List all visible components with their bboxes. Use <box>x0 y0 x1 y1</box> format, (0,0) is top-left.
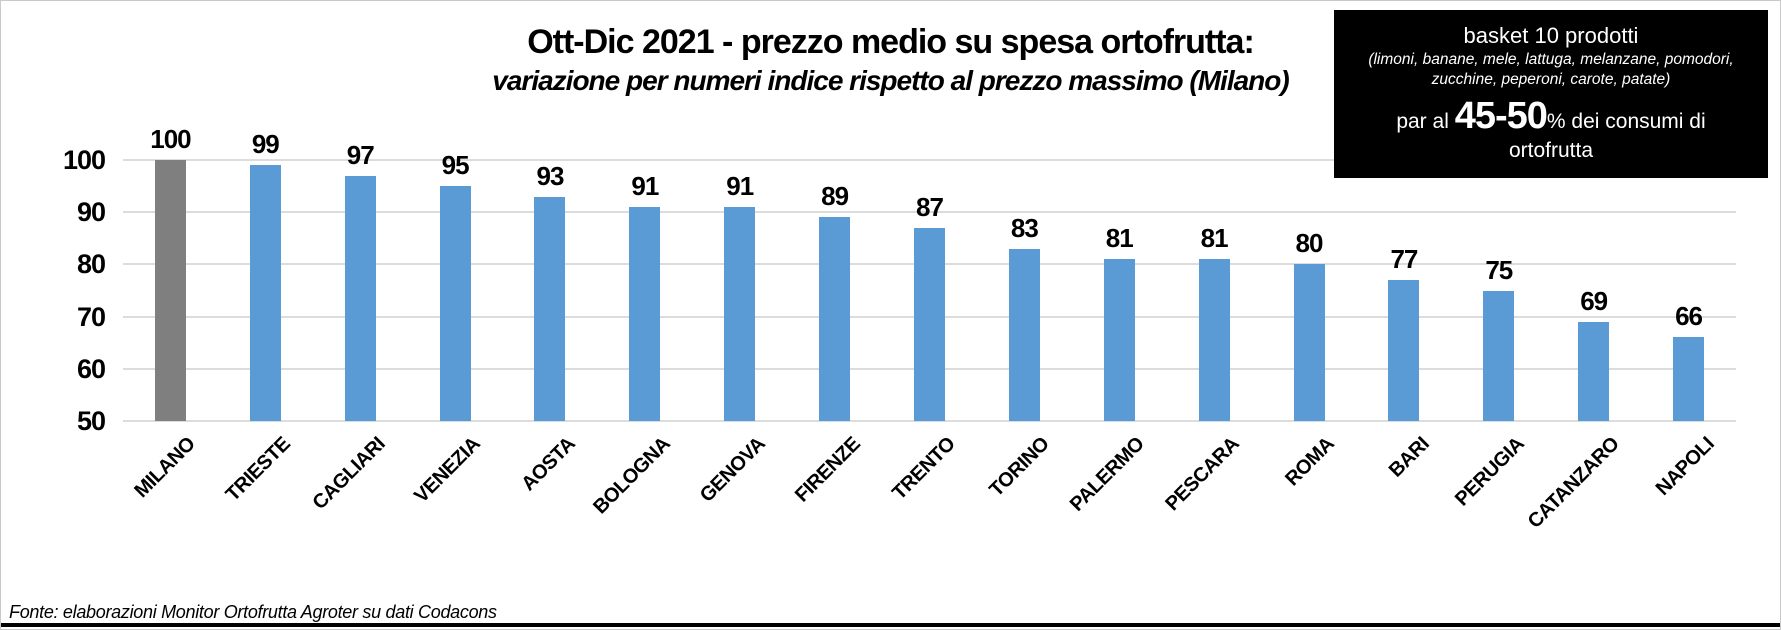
source-note: Fonte: elaborazioni Monitor Ortofrutta A… <box>9 602 497 622</box>
x-axis-category-label: MILANO <box>130 433 201 503</box>
x-axis-category-label: PERUGIA <box>1450 433 1529 511</box>
basket-info-box: basket 10 prodotti (limoni, banane, mele… <box>1334 10 1768 178</box>
x-axis-category-label: FIRENZE <box>790 433 865 507</box>
bar-pescara <box>1198 259 1230 421</box>
x-axis-category-label: PESCARA <box>1161 433 1244 516</box>
bar-value-label: 81 <box>1200 223 1229 254</box>
share-percentage: 45-50 <box>1454 95 1548 138</box>
bar-aosta <box>534 196 566 421</box>
bottom-border-line <box>1 623 1780 627</box>
basket-heading: basket 10 prodotti <box>1463 23 1639 49</box>
x-axis-category-label: BARI <box>1384 433 1434 482</box>
bar-milano <box>154 160 186 421</box>
bar-roma <box>1293 264 1325 421</box>
bar-venezia <box>439 186 471 421</box>
gridline <box>123 420 1736 422</box>
bar-value-label: 91 <box>726 170 754 201</box>
y-axis-tick-label: 80 <box>76 249 106 280</box>
bar-value-label: 89 <box>821 181 849 212</box>
bar-napoli <box>1673 337 1705 421</box>
share-prefix: par al <box>1396 110 1455 134</box>
bar-bologna <box>629 206 661 421</box>
bar-catanzaro <box>1578 321 1610 421</box>
bar-value-label: 81 <box>1105 223 1134 254</box>
bar-value-label: 97 <box>346 139 375 170</box>
x-axis-category-label: VENEZIA <box>410 433 485 508</box>
basket-share-line: par al 45-50% dei consumi di <box>1348 95 1754 138</box>
bar-value-label: 66 <box>1675 301 1703 332</box>
y-axis-tick-label: 100 <box>62 145 106 175</box>
chart-subtitle: variazione per numeri indice rispetto al… <box>492 65 1289 96</box>
x-axis-category-label: GENOVA <box>695 433 770 507</box>
bar-trento <box>914 227 945 421</box>
bar-trieste <box>249 165 281 421</box>
bar-palermo <box>1103 259 1135 421</box>
bar-value-label: 69 <box>1580 285 1608 316</box>
bar-value-label: 100 <box>150 124 191 154</box>
x-axis-category-label: AOSTA <box>517 433 580 496</box>
x-axis-category-label: NAPOLI <box>1651 433 1719 500</box>
basket-share-line2: ortofrutta <box>1508 139 1594 163</box>
bar-torino <box>1008 248 1040 421</box>
y-axis-tick-label: 90 <box>76 197 106 228</box>
bar-value-label: 87 <box>916 191 944 222</box>
x-axis-category-label: BOLOGNA <box>589 433 675 519</box>
basket-products-list: (limoni, banane, mele, lattuga, melanzan… <box>1368 50 1734 89</box>
bar-bari <box>1388 280 1420 421</box>
y-axis: 50 60 70 80 90 100 <box>29 145 106 436</box>
bar-value-label: 99 <box>251 129 280 160</box>
bar-genova <box>724 206 756 421</box>
x-axis-category-label: TRIESTE <box>222 433 295 506</box>
x-axis-category-label: PALERMO <box>1066 433 1149 516</box>
gridline <box>123 159 1736 161</box>
y-axis-tick-label: 50 <box>76 406 106 436</box>
x-axis-category-label: TRENTO <box>887 433 960 505</box>
y-axis-tick-label: 60 <box>76 353 106 384</box>
plot-area: 100 MILANO 99 TRIESTE 97 CAGLIARI 95 VENEZIA 93 A… <box>123 124 1736 533</box>
x-axis-category-label: TORINO <box>985 433 1054 502</box>
bar-value-label: 83 <box>1010 212 1039 243</box>
x-axis-category-label: ROMA <box>1281 433 1339 491</box>
bar-value-label: 77 <box>1390 244 1418 275</box>
bar-value-label: 91 <box>631 170 659 201</box>
bar-value-label: 75 <box>1485 254 1513 285</box>
gridline <box>123 211 1736 214</box>
bar-cagliari <box>344 175 376 421</box>
x-axis-category-label: CAGLIARI <box>308 433 390 515</box>
x-axis-category-label: CATANZARO <box>1523 433 1624 533</box>
chart-title: Ott-Dic 2021 - prezzo medio su spesa ort… <box>527 23 1255 61</box>
bar-value-label: 93 <box>536 160 565 191</box>
bar-value-label: 95 <box>441 150 470 181</box>
bar-perugia <box>1483 290 1515 421</box>
y-axis-tick-label: 70 <box>76 301 106 332</box>
share-suffix: % dei consumi di <box>1546 110 1706 134</box>
bar-firenze <box>819 217 851 421</box>
bar-value-label: 80 <box>1295 228 1324 259</box>
